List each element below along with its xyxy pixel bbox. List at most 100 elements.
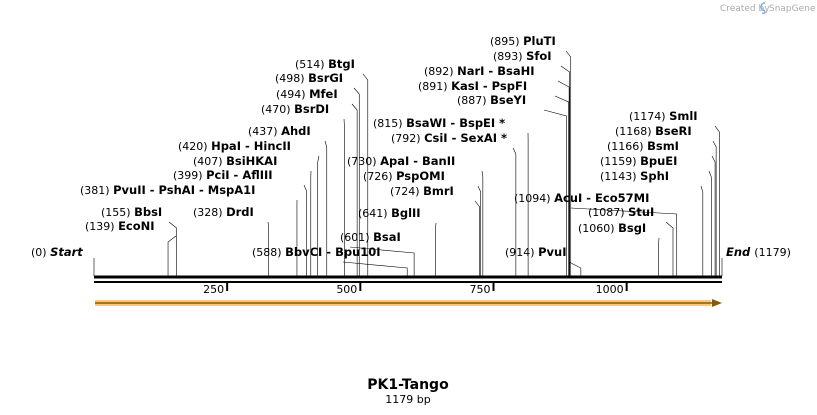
site-label[interactable]: (893) SfoI: [493, 49, 552, 63]
site-position: (1087): [588, 206, 628, 219]
site-line: [353, 87, 360, 276]
site-separator: -: [484, 64, 497, 78]
arrow-head-icon: [712, 299, 722, 307]
site-line: [474, 200, 480, 276]
site-position: (726): [363, 170, 396, 183]
site-position: (139): [85, 220, 118, 233]
site-label[interactable]: (1060) BsgI: [578, 221, 646, 235]
enzyme-name: PspOMI: [396, 169, 445, 183]
site-line: [560, 65, 570, 276]
site-label[interactable]: (1143) SphI: [600, 169, 669, 183]
site-line: [512, 147, 517, 276]
site-label[interactable]: (494) MfeI: [276, 87, 338, 101]
site-line: [543, 109, 567, 276]
enzyme-name: KasI: [451, 79, 479, 93]
start-name: Start: [50, 245, 83, 259]
site-label[interactable]: (892) NarI - BsaHI: [424, 64, 534, 78]
site-label[interactable]: (1174) SmlI: [629, 109, 698, 123]
site-line: [557, 80, 570, 276]
ruler-tick-label: 1000: [596, 283, 624, 296]
enzyme-name: BseYI: [490, 93, 526, 107]
enzyme-name: HincII: [254, 139, 291, 153]
site-label[interactable]: (601) BsaI: [340, 230, 401, 244]
enzyme-name: BsiHKAI: [226, 154, 277, 168]
site-label[interactable]: (730) ApaI - BanII: [347, 154, 455, 168]
enzyme-name: AhdI: [281, 124, 311, 138]
site-label[interactable]: (399) PciI - AflIII: [173, 168, 273, 182]
enzyme-name: MfeI: [309, 87, 338, 101]
site-label[interactable]: (887) BseYI: [457, 93, 526, 107]
site-line: [481, 170, 484, 276]
brand-name: SnapGene: [769, 4, 816, 14]
site-label[interactable]: (1087) StuI: [588, 205, 654, 219]
enzyme-name: BsaI: [373, 230, 401, 244]
site-position: (155): [101, 206, 134, 219]
site-position: (1174): [629, 110, 669, 123]
enzyme-name: BbsI: [134, 205, 162, 219]
site-label[interactable]: (914) PvuI: [505, 245, 566, 259]
site-label[interactable]: (792) CsiI - SexAI *: [391, 131, 507, 145]
end-name: End: [726, 245, 754, 259]
site-line: [342, 261, 408, 276]
site-label[interactable]: (498) BsrGI: [275, 71, 343, 85]
ruler-tick-label: 250: [203, 283, 224, 296]
site-label[interactable]: (815) BsaWI - BspEI *: [373, 116, 505, 130]
site-position: (1060): [578, 222, 618, 235]
site-label[interactable]: (1168) BseRI: [615, 124, 692, 138]
snapgene-credit: Created by SnapGene: [720, 2, 816, 15]
site-separator: -: [409, 154, 422, 168]
site-line: [349, 246, 415, 276]
site-label[interactable]: (155) BbsI: [101, 205, 162, 219]
site-label[interactable]: (139) EcoNI: [85, 219, 155, 233]
site-label[interactable]: (891) KasI - PspFI: [418, 79, 527, 93]
enzyme-name: SmlI: [669, 109, 698, 123]
site-line: [435, 222, 437, 276]
site-line: [665, 221, 674, 276]
ruler-tick-label: 500: [336, 283, 357, 296]
site-label[interactable]: (470) BsrDI: [261, 102, 329, 116]
site-label[interactable]: (420) HpaI - HincII: [178, 139, 291, 153]
start-label: (0) Start: [31, 245, 83, 259]
site-line: [568, 261, 582, 276]
site-label[interactable]: (1166) BsmI: [607, 139, 679, 153]
site-position: (470): [261, 103, 294, 116]
enzyme-name: PciI: [206, 168, 229, 182]
enzyme-name: BsaHI: [497, 64, 534, 78]
enzyme-name: BmrI: [423, 184, 454, 198]
site-label[interactable]: (437) AhdI: [248, 124, 311, 138]
site-position: (514): [295, 58, 328, 71]
site-separator: -: [241, 139, 254, 153]
site-label[interactable]: (381) PvuII - PshAI - MspA1I: [80, 183, 255, 197]
site-line: [303, 184, 307, 276]
plasmid-name: PK1-Tango: [367, 377, 449, 393]
site-label[interactable]: (641) BglII: [358, 206, 421, 220]
enzyme-name: StuI: [628, 205, 654, 219]
site-position: (892): [424, 65, 457, 78]
enzyme-name: MspA1I: [208, 183, 256, 197]
site-separator: -: [582, 191, 595, 205]
enzyme-name: BsgI: [618, 221, 646, 235]
site-position: (601): [340, 231, 373, 244]
site-label[interactable]: (724) BmrI: [390, 184, 454, 198]
site-label[interactable]: (726) PspOMI: [363, 169, 445, 183]
site-line: [554, 95, 569, 276]
site-line: [362, 73, 369, 276]
enzyme-name: DrdI: [226, 205, 254, 219]
site-label[interactable]: (328) DrdI: [193, 205, 254, 219]
enzyme-name: BglII: [391, 206, 421, 220]
site-label[interactable]: (407) BsiHKAI: [193, 154, 277, 168]
site-label[interactable]: (514) BtgI: [295, 57, 355, 71]
site-line: [324, 140, 328, 276]
site-label[interactable]: (1159) BpuEI: [600, 154, 677, 168]
site-position: (420): [178, 140, 211, 153]
site-label[interactable]: (588) BbvCI - Bpu10I: [252, 245, 381, 259]
enzyme-name: BseRI: [655, 124, 692, 138]
enzyme-name: PshAI: [159, 183, 195, 197]
site-label[interactable]: (895) PluTI: [490, 34, 556, 48]
site-position: (887): [457, 94, 490, 107]
site-label[interactable]: (1094) AcuI - Eco57MI: [514, 191, 649, 205]
site-line: [570, 207, 678, 276]
feature-arrow[interactable]: [95, 299, 722, 307]
enzyme-name: CsiI: [424, 131, 448, 145]
